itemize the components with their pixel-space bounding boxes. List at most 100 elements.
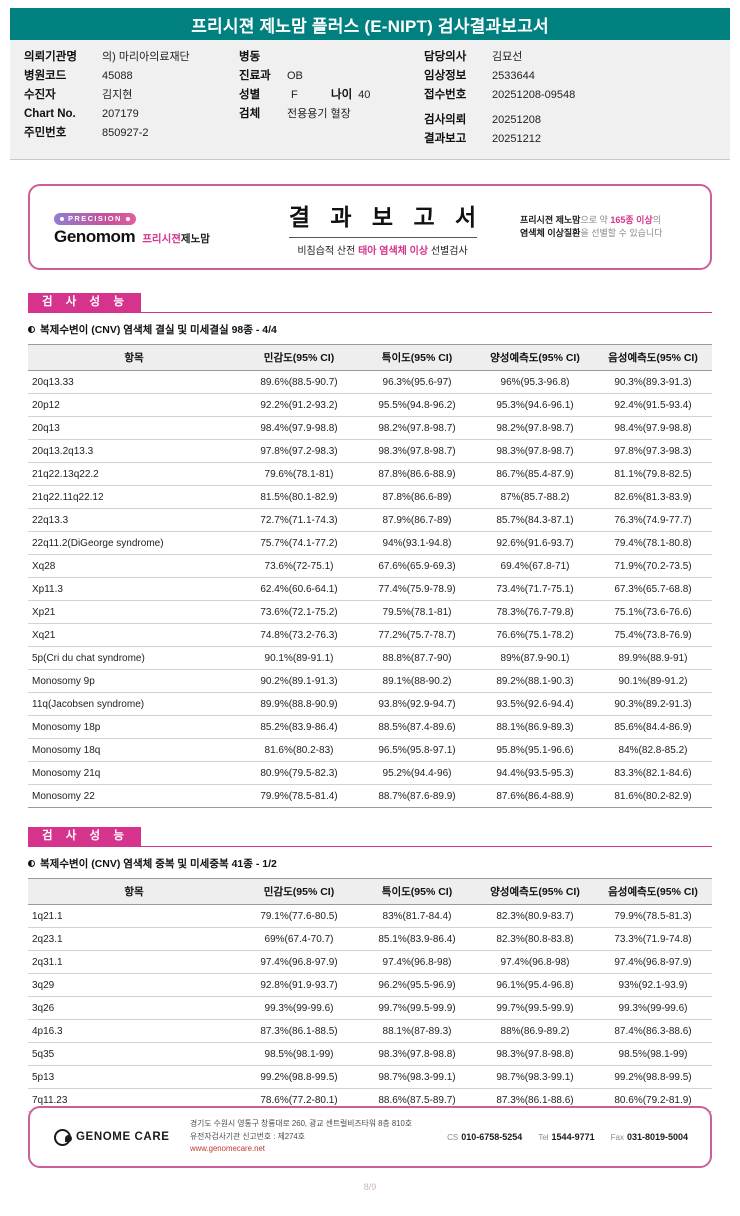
cell-metric: 98.4%(97.9-98.8) [594,416,712,440]
cell-item: 20q13 [28,416,240,440]
cell-metric: 80.9%(79.5-82.3) [240,761,358,785]
cell-metric: 87.3%(86.1-88.5) [240,1019,358,1043]
precision-label: PRECISION [68,214,122,223]
cell-item: 20q13.2q13.3 [28,439,240,463]
info-row-specimen: 검체 전용용기 혈장 [239,105,424,124]
table-header-row: 항목 민감도(95% CI) 특이도(95% CI) 양성예측도(95% CI)… [28,878,712,905]
table-head-1: 항목 민감도(95% CI) 특이도(95% CI) 양성예측도(95% CI)… [28,344,712,371]
table-row: 20p12 92.2%(91.2-93.2) 95.5%(94.8-96.2) 95.… [28,393,712,417]
cell-item: Monosomy 18p [28,715,240,739]
info-row-resident-no: 주민번호 850927-2 [24,124,239,143]
note-disease: 염색체 이상질환 [520,228,581,238]
table-row: Monosomy 9p 90.2%(89.1-91.3) 89.1%(88-90.2… [28,669,712,693]
cell-metric: 82.3%(80.8-83.8) [476,927,594,951]
note-line-1: 프리시젼 제노맘으로 약 165종 이상의 [520,214,694,228]
address-line-2: 유전자검사기관 신고번호 : 제274호 [190,1131,305,1141]
cell-item: 21q22.13q22.2 [28,462,240,486]
info-row-department: 진료과 OB [239,67,424,86]
table-row: 4p16.3 87.3%(86.1-88.5) 88.1%(87-89.3) 88%(… [28,1019,712,1043]
value-institution: 의) 마리아의료재단 [102,51,190,63]
table-row: 20q13.2q13.3 97.8%(97.2-98.3) 98.3%(97.8-9… [28,439,712,463]
label-age: 나이 [331,89,353,101]
label-request-date: 검사의뢰 [424,114,467,126]
col-header-item: 항목 [28,344,240,371]
patient-info-column-1: 의뢰기관명 의) 마리아의료재단 병원코드 45088 수진자 김지현 Char… [10,48,239,149]
cell-metric: 69%(67.4-70.7) [240,927,358,951]
info-row-patient-name: 수진자 김지현 [24,86,239,105]
cell-metric: 78.3%(76.7-79.8) [476,600,594,624]
cell-metric: 79.9%(78.5-81.4) [240,784,358,808]
cell-metric: 90.3%(89.2-91.3) [594,692,712,716]
cell-item: 2q31.1 [28,950,240,974]
cell-metric: 87.9%(86.7-89) [358,508,476,532]
cell-metric: 76.3%(74.9-77.7) [594,508,712,532]
label-chart-no: Chart No. [24,108,76,120]
fax-label: Fax [610,1133,624,1142]
cell-metric: 79.4%(78.1-80.8) [594,531,712,555]
brand-name-korean: 프리시젼제노맘 [142,231,210,246]
fax-contact: Fax 031-8019-5004 [611,1132,688,1142]
cell-metric: 84%(82.8-85.2) [594,738,712,762]
info-row-sex-age: 성별 F 나이 40 [239,86,424,105]
precision-badge: PRECISION [54,212,136,225]
label-institution: 의뢰기관명 [24,51,77,63]
table-row: 2q23.1 69%(67.4-70.7) 85.1%(83.9-86.4) 82.3… [28,927,712,951]
cell-item: 20p12 [28,393,240,417]
cell-metric: 75.4%(73.8-76.9) [594,623,712,647]
note-count: 165종 이상 [610,214,653,225]
value-department: OB [287,70,303,82]
cell-metric: 74.8%(73.2-76.3) [240,623,358,647]
cell-metric: 89.6%(88.5-90.7) [240,370,358,394]
cell-metric: 96.5%(95.8-97.1) [358,738,476,762]
cell-metric: 97.4%(96.8-97.9) [594,950,712,974]
patient-info-column-3: 담당의사 김묘선 임상정보 2533644 접수번호 20251208-0954… [424,48,704,149]
patient-info-column-2: 병동 진료과 OB 성별 F 나이 40 검체 전용용기 혈장 [239,48,424,149]
cell-metric: 87.4%(86.3-88.6) [594,1019,712,1043]
cell-metric: 96%(95.3-96.8) [476,370,594,394]
report-title-bar: 프리시젼 제노맘 플러스 (E-NIPT) 검사결과보고서 [10,8,730,40]
value-hospital-code: 45088 [102,70,133,82]
subtitle-suffix: 선별검사 [430,245,468,257]
company-website-link[interactable]: www.genomecare.net [190,1144,265,1154]
cell-metric: 89.9%(88.8-90.9) [240,692,358,716]
value-sex: F [291,89,298,101]
col-header-ppv: 양성예측도(95% CI) [476,878,594,905]
cell-metric: 81.5%(80.1-82.9) [240,485,358,509]
table-body-1: 20q13.33 89.6%(88.5-90.7) 96.3%(95.6-97) 96… [28,370,712,808]
col-header-specificity: 특이도(95% CI) [358,344,476,371]
cell-metric: 90.2%(89.1-91.3) [240,669,358,693]
cell-metric: 88.1%(86.9-89.3) [476,715,594,739]
cell-item: 4p16.3 [28,1019,240,1043]
value-chart-no: 207179 [102,108,139,120]
cell-metric: 79.5%(78.1-81) [358,600,476,624]
cell-item: 22q11.2(DiGeorge syndrome) [28,531,240,555]
value-resident-no: 850927-2 [102,127,149,139]
genome-care-logo: GENOME CARE [30,1128,190,1146]
cell-metric: 81.1%(79.8-82.5) [594,462,712,486]
cs-label: CS [447,1133,459,1142]
cell-metric: 93%(92.1-93.9) [594,973,712,997]
info-row-reception-no: 접수번호 20251208-09548 [424,86,704,105]
bullet-icon [28,860,35,867]
cell-metric: 85.7%(84.3-87.1) [476,508,594,532]
result-report-title: 결 과 보 고 서 [288,203,484,230]
table-row: 5q35 98.5%(98.1-99) 98.3%(97.8-98.8) 98.3%(… [28,1042,712,1066]
cell-metric: 96.3%(95.6-97) [358,370,476,394]
cell-metric: 98.2%(97.8-98.7) [476,416,594,440]
cell-metric: 90.3%(89.3-91.3) [594,370,712,394]
cell-metric: 99.2%(98.8-99.5) [594,1065,712,1089]
cell-item: 2q23.1 [28,927,240,951]
genomom-brand: PRECISION Genomom 프리시젼제노맘 [30,208,245,247]
cell-item: 5q35 [28,1042,240,1066]
note-tail-1: 의 [652,214,661,225]
cell-metric: 94%(93.1-94.8) [358,531,476,555]
cell-metric: 99.2%(98.8-99.5) [240,1065,358,1089]
table-row: Monosomy 21q 80.9%(79.5-82.3) 95.2%(94.4-9… [28,761,712,785]
info-row-clinical-info: 임상정보 2533644 [424,67,704,86]
table-head-2: 항목 민감도(95% CI) 특이도(95% CI) 양성예측도(95% CI)… [28,878,712,905]
cell-metric: 89.9%(88.9-91) [594,646,712,670]
cell-metric: 69.4%(67.8-71) [476,554,594,578]
table-row: 11q(Jacobsen syndrome) 89.9%(88.8-90.9) 93… [28,692,712,716]
genome-care-mark-icon [54,1128,72,1146]
report-title: 프리시젼 제노맘 플러스 (E-NIPT) 검사결과보고서 [191,16,549,36]
